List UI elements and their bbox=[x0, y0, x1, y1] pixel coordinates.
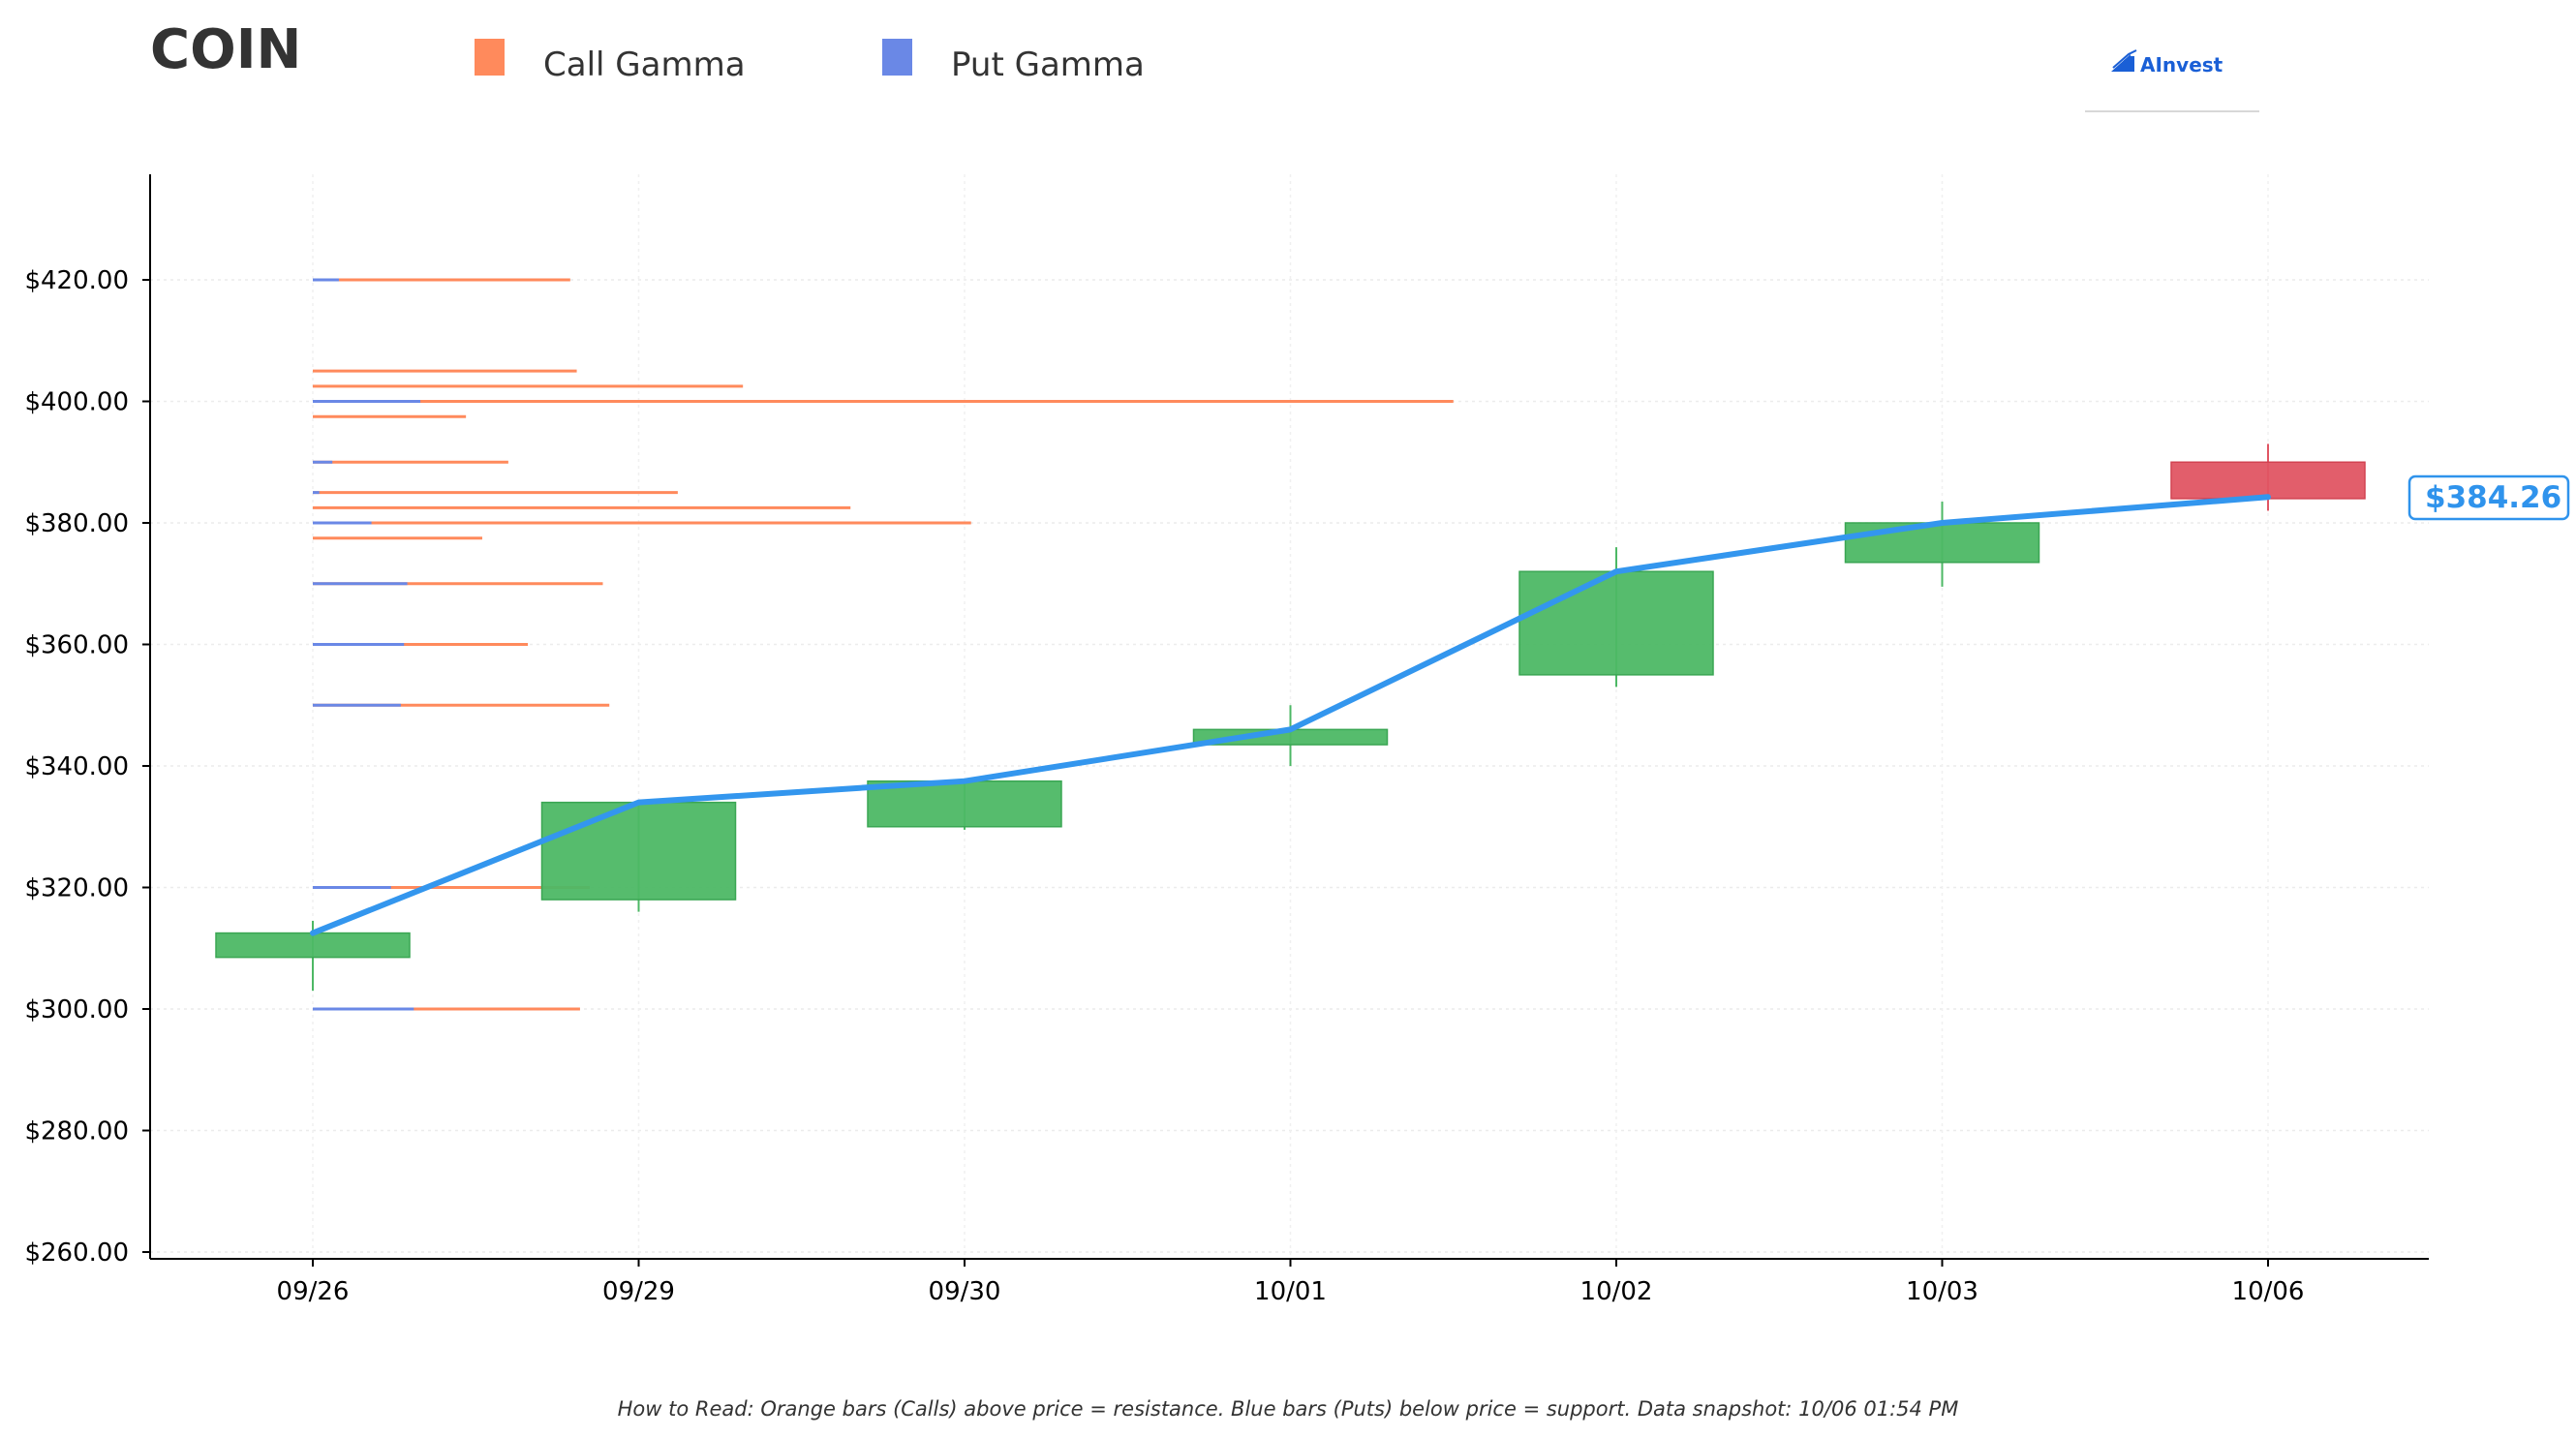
x-tick-label: 09/26 bbox=[277, 1277, 350, 1306]
x-tick-label: 10/02 bbox=[1580, 1277, 1653, 1306]
candle-body bbox=[1518, 570, 1714, 676]
y-tick-label: $360.00 bbox=[24, 631, 129, 660]
put-gamma-legend-swatch bbox=[882, 39, 912, 76]
ainvest-logo: AInvest bbox=[2085, 49, 2259, 112]
y-tick-label: $300.00 bbox=[24, 995, 129, 1024]
candle-body bbox=[1844, 522, 2040, 564]
y-tick-label: $340.00 bbox=[24, 752, 129, 781]
x-tick-label: 09/29 bbox=[602, 1277, 675, 1306]
candle-body bbox=[867, 780, 1062, 828]
y-tick-label: $400.00 bbox=[24, 388, 129, 417]
current-price-tag: $384.26 bbox=[2407, 474, 2570, 521]
chart-arrow-icon bbox=[2111, 49, 2137, 72]
candle-body bbox=[2170, 461, 2366, 500]
y-tick-label: $280.00 bbox=[24, 1117, 129, 1147]
ticker-title: COIN bbox=[150, 18, 301, 81]
x-tick-label: 10/06 bbox=[2232, 1277, 2305, 1306]
y-tick-label: $380.00 bbox=[24, 509, 129, 538]
x-tick-label: 10/01 bbox=[1254, 1277, 1327, 1306]
candles bbox=[215, 443, 2366, 992]
current-price-value: $384.26 bbox=[2425, 480, 2561, 515]
legend: Call Gamma Put Gamma bbox=[475, 39, 1145, 84]
x-tick-label: 10/03 bbox=[1906, 1277, 1978, 1306]
call-gamma-legend-swatch bbox=[475, 39, 505, 76]
gamma-bars bbox=[313, 278, 1454, 1011]
call-gamma-legend-label: Call Gamma bbox=[543, 46, 746, 84]
candle-body bbox=[215, 932, 411, 959]
footer-note: How to Read: Orange bars (Calls) above p… bbox=[618, 1397, 1959, 1421]
y-tick-label: $420.00 bbox=[24, 266, 129, 295]
y-tick-label: $320.00 bbox=[24, 874, 129, 903]
price-line-layer bbox=[310, 494, 2271, 936]
current-price-tag-box bbox=[2407, 474, 2570, 521]
ainvest-logo-text: AInvest bbox=[2140, 53, 2223, 76]
x-tick-label: 09/30 bbox=[929, 1277, 1001, 1306]
price-line bbox=[310, 494, 2271, 936]
put-gamma-legend-label: Put Gamma bbox=[951, 46, 1145, 84]
candle-body bbox=[540, 801, 737, 901]
axes: $260.00 $280.00 $300.00 $320.00 $340.00 $360.… bbox=[24, 174, 2429, 1306]
y-tick-label: $260.00 bbox=[24, 1238, 129, 1268]
